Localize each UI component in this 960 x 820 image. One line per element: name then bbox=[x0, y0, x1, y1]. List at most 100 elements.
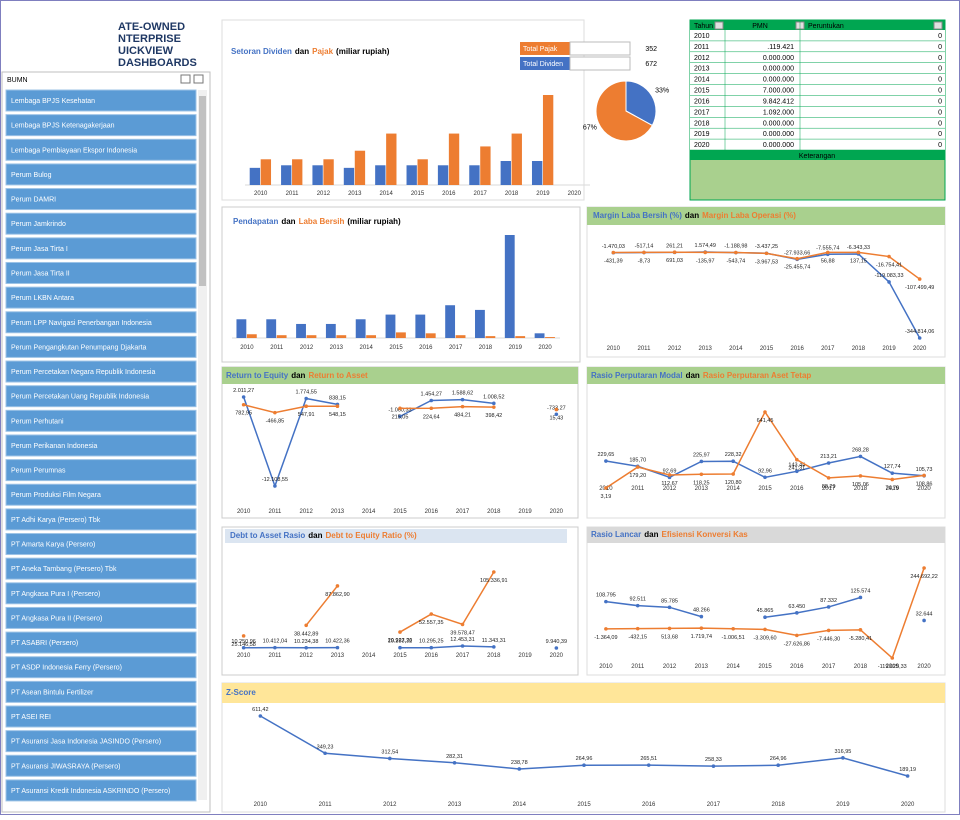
slicer-item[interactable]: Perum Percetakan Uang Republik Indonesia bbox=[6, 386, 196, 407]
value-label: 316,95 bbox=[834, 749, 851, 755]
value-label: -1.006,51 bbox=[722, 635, 745, 641]
slicer-label: PT Asuransi Jasa Indonesia JASINDO (Pers… bbox=[11, 739, 161, 746]
slicer-item[interactable]: PT Angkasa Pura II (Persero) bbox=[6, 607, 196, 628]
slicer-item[interactable]: Lembaga BPJS Ketenagakerjaan bbox=[6, 115, 196, 136]
x-tick-label: 2016 bbox=[790, 664, 804, 670]
slicer-label: Perum Jasa Tirta I bbox=[11, 246, 68, 253]
point bbox=[604, 459, 608, 463]
table-cell: 0.000.000 bbox=[763, 77, 794, 84]
title-connector: dan bbox=[281, 217, 295, 226]
x-tick-label: 2016 bbox=[642, 802, 656, 808]
point bbox=[242, 395, 246, 399]
title-series: Rasio Perputaran Modal bbox=[591, 371, 683, 380]
value-label: -1.364,09 bbox=[594, 635, 617, 641]
point bbox=[461, 405, 465, 409]
slicer-item[interactable]: Perum Jasa Tirta II bbox=[6, 262, 196, 283]
value-label: -135,97 bbox=[696, 258, 715, 264]
title-series: Margin Laba Operasi (%) bbox=[702, 211, 796, 220]
point bbox=[700, 626, 704, 630]
chart-title: Z-Score bbox=[226, 688, 256, 697]
point bbox=[827, 629, 831, 633]
bar bbox=[535, 333, 545, 338]
point bbox=[890, 656, 894, 660]
slicer-item[interactable]: PT Angkasa Pura I (Persero) bbox=[6, 583, 196, 604]
title-connector: dan bbox=[644, 530, 658, 539]
slicer-label: Perum Jamkrindo bbox=[11, 221, 66, 228]
point bbox=[731, 459, 735, 463]
x-tick-label: 2012 bbox=[668, 346, 682, 352]
x-tick-label: 2015 bbox=[577, 802, 591, 808]
slicer-label: Lembaga BPJS Kesehatan bbox=[11, 98, 95, 105]
title-suffix: (miliar rupiah) bbox=[336, 47, 390, 56]
point bbox=[304, 646, 308, 650]
x-tick-label: 2018 bbox=[487, 653, 501, 659]
table-cell: 0 bbox=[938, 88, 942, 95]
value-label: -1.470,03 bbox=[602, 244, 625, 250]
slicer-item[interactable]: PT Amarta Karya (Persero) bbox=[6, 534, 196, 555]
point bbox=[795, 611, 799, 615]
title-series: Rasio Perputaran Aset Tetap bbox=[703, 371, 812, 380]
point bbox=[398, 630, 402, 634]
value-label: -466,85 bbox=[266, 419, 285, 425]
point bbox=[304, 623, 308, 627]
slicer-item[interactable]: Perum Bulog bbox=[6, 164, 196, 185]
x-tick-label: 2016 bbox=[425, 509, 439, 515]
slicer-item[interactable]: Perum Perhutani bbox=[6, 410, 196, 431]
table-cell: 0.000.000 bbox=[763, 66, 794, 73]
title-suffix: (miliar rupiah) bbox=[347, 217, 401, 226]
slicer-item[interactable]: Perum Perikanan Indonesia bbox=[6, 435, 196, 456]
slicer-item[interactable]: PT ASABRI (Persero) bbox=[6, 632, 196, 653]
x-tick-label: 2016 bbox=[442, 191, 456, 197]
slicer-label: Perum Bulog bbox=[11, 172, 52, 179]
bar bbox=[247, 334, 257, 338]
bar bbox=[250, 168, 260, 185]
slicer-item[interactable]: PT Aneka Tambang (Persero) Tbk bbox=[6, 558, 196, 579]
title-connector: dan bbox=[291, 371, 305, 380]
x-tick-label: 2010 bbox=[599, 664, 613, 670]
point bbox=[890, 471, 894, 475]
bar bbox=[375, 165, 385, 185]
point bbox=[859, 474, 863, 478]
slicer-item[interactable]: PT Asuransi Kredit Indonesia ASKRINDO (P… bbox=[6, 780, 196, 801]
slicer-item[interactable]: Lembaga Pembiayaan Ekspor Indonesia bbox=[6, 139, 196, 160]
point bbox=[492, 570, 496, 574]
point bbox=[429, 406, 433, 410]
slicer-item[interactable]: PT Asean Bintulu Fertilizer bbox=[6, 681, 196, 702]
slicer-item[interactable]: Lembaga BPJS Kesehatan bbox=[6, 90, 196, 111]
point bbox=[461, 644, 465, 648]
slicer-item[interactable]: Perum LKBN Antara bbox=[6, 287, 196, 308]
slicer-item[interactable]: Perum DAMRI bbox=[6, 189, 196, 210]
bar bbox=[277, 335, 287, 338]
table-cell: 0 bbox=[938, 131, 942, 138]
value-label: 2.011,27 bbox=[233, 388, 254, 394]
slicer-item[interactable]: PT ASEI REI bbox=[6, 706, 196, 727]
scroll-thumb[interactable] bbox=[199, 96, 206, 286]
point bbox=[636, 627, 640, 631]
slicer-item[interactable]: Perum Percetakan Negara Republik Indones… bbox=[6, 361, 196, 382]
slicer-item[interactable]: Perum Jamkrindo bbox=[6, 213, 196, 234]
slicer-item[interactable]: Perum Produksi Film Negara bbox=[6, 484, 196, 505]
slicer-item[interactable]: PT Asuransi JIWASRAYA (Persero) bbox=[6, 755, 196, 776]
table-body bbox=[690, 30, 945, 150]
bar bbox=[480, 146, 490, 185]
x-tick-label: 2016 bbox=[790, 346, 804, 352]
x-tick-label: 2016 bbox=[790, 486, 804, 492]
value-label: 1.008,52 bbox=[483, 394, 504, 400]
value-label: 268,28 bbox=[852, 447, 869, 453]
slicer-item[interactable]: PT ASDP Indonesia Ferry (Persero) bbox=[6, 657, 196, 678]
value-label: 229,65 bbox=[597, 452, 614, 458]
slicer-item[interactable]: Perum Perumnas bbox=[6, 460, 196, 481]
value-label: 484,21 bbox=[454, 413, 471, 419]
slicer-item[interactable]: Perum LPP Navigasi Penerbangan Indonesia bbox=[6, 312, 196, 333]
x-tick-label: 2015 bbox=[760, 346, 774, 352]
x-tick-label: 2015 bbox=[758, 664, 772, 670]
slicer-item[interactable]: Perum Jasa Tirta I bbox=[6, 238, 196, 259]
slicer-item[interactable]: PT Adhi Karya (Persero) Tbk bbox=[6, 509, 196, 530]
slicer-label: Perum Percetakan Uang Republik Indonesia bbox=[11, 394, 149, 401]
value-label: 10.234,38 bbox=[294, 639, 318, 645]
slicer-item[interactable]: PT Asuransi Jasa Indonesia JASINDO (Pers… bbox=[6, 731, 196, 752]
value-label: -3.967,53 bbox=[755, 259, 778, 265]
value-label: -16.754,41 bbox=[876, 263, 902, 269]
slicer-item[interactable]: Perum Pengangkutan Penumpang Djakarta bbox=[6, 336, 196, 357]
